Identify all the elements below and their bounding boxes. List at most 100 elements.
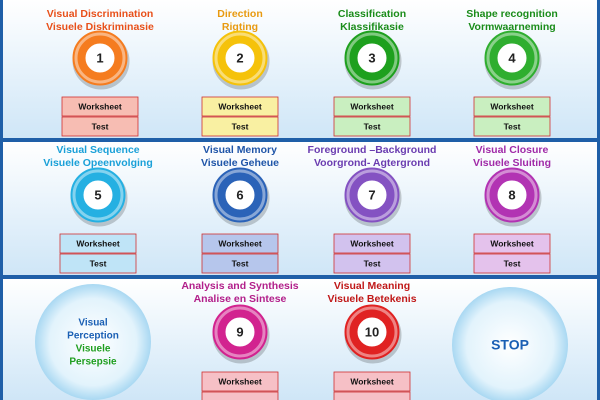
button-label[interactable]: Worksheet — [218, 376, 261, 386]
button-label[interactable]: Test — [504, 121, 521, 131]
ring[interactable] — [70, 167, 126, 223]
button[interactable] — [333, 96, 411, 117]
button[interactable] — [59, 233, 137, 254]
module-title: Rigting — [222, 21, 258, 33]
button[interactable] — [473, 116, 551, 137]
module-title: Visual Closure — [476, 144, 549, 156]
module-number: 10 — [365, 324, 379, 339]
button[interactable] — [201, 371, 279, 392]
home-text: Perception — [67, 331, 119, 342]
ring[interactable] — [484, 167, 540, 223]
module-title: Classification — [338, 8, 406, 20]
ring[interactable] — [212, 304, 268, 360]
button-label[interactable]: Worksheet — [218, 101, 261, 111]
module-number: 4 — [508, 50, 516, 65]
button[interactable] — [59, 253, 137, 274]
module-title: Analise en Sintese — [194, 293, 287, 305]
module-title: Foreground –Background — [308, 144, 437, 156]
module-title: Analysis and Synthesis — [181, 280, 298, 292]
ring-highlight — [214, 306, 266, 358]
home-button[interactable]: Visual Perception Visuele Persepsie — [35, 284, 151, 400]
ring-highlight — [74, 32, 126, 84]
button[interactable] — [473, 233, 551, 254]
button-label[interactable]: Worksheet — [350, 376, 393, 386]
module-number: 8 — [508, 187, 515, 202]
ring-highlight — [486, 32, 538, 84]
module-title: Visuele Geheue — [201, 157, 279, 169]
button[interactable] — [333, 253, 411, 274]
button[interactable] — [201, 391, 279, 400]
button-label[interactable]: Worksheet — [350, 238, 393, 248]
button[interactable] — [333, 116, 411, 137]
ring-highlight — [346, 169, 398, 221]
button[interactable] — [333, 233, 411, 254]
module-title: Visual Discrimination — [47, 8, 154, 20]
stop-label: STOP — [491, 337, 529, 353]
button-label[interactable]: Worksheet — [78, 101, 121, 111]
module-number: 5 — [94, 187, 101, 202]
button[interactable] — [201, 96, 279, 117]
button-label[interactable]: Test — [92, 121, 109, 131]
module-title: Vormwaarneming — [468, 21, 555, 33]
button[interactable] — [473, 253, 551, 274]
home-circle[interactable] — [35, 284, 151, 400]
module-title: Visuele Betekenis — [327, 293, 416, 305]
button-label[interactable]: Worksheet — [76, 238, 119, 248]
stop-button[interactable]: STOP — [452, 287, 568, 400]
ring-highlight — [72, 169, 124, 221]
ring[interactable] — [484, 30, 540, 86]
module-title: Klassifikasie — [340, 21, 404, 33]
module-title: Voorgrond- Agtergrond — [314, 157, 430, 169]
ring-highlight — [346, 306, 398, 358]
module-title: Visuele Diskriminasie — [46, 21, 154, 33]
ring-highlight — [486, 169, 538, 221]
button-label[interactable]: Worksheet — [490, 101, 533, 111]
ring-highlight — [214, 169, 266, 221]
module-title: Visual Sequence — [56, 144, 139, 156]
module-title: Direction — [217, 8, 263, 20]
ring[interactable] — [344, 30, 400, 86]
home-text: Persepsie — [69, 357, 117, 368]
ring-highlight — [214, 32, 266, 84]
button[interactable] — [333, 391, 411, 400]
button-label[interactable]: Worksheet — [490, 238, 533, 248]
module-number: 6 — [236, 187, 243, 202]
button-label[interactable]: Test — [232, 121, 249, 131]
stop-circle[interactable] — [452, 287, 568, 400]
button[interactable] — [61, 116, 139, 137]
button[interactable] — [201, 253, 279, 274]
button-label[interactable]: Worksheet — [218, 238, 261, 248]
button[interactable] — [201, 116, 279, 137]
ring[interactable] — [212, 167, 268, 223]
home-text: Visuele — [76, 344, 111, 355]
button[interactable] — [473, 96, 551, 117]
ring-highlight — [346, 32, 398, 84]
button[interactable] — [61, 96, 139, 117]
module-number: 9 — [236, 324, 243, 339]
button[interactable] — [333, 371, 411, 392]
button-label[interactable]: Worksheet — [350, 101, 393, 111]
ring[interactable] — [72, 30, 128, 86]
ring[interactable] — [344, 167, 400, 223]
button-label[interactable]: Test — [364, 258, 381, 268]
module-title: Visuele Opeenvolging — [43, 157, 153, 169]
module-title: Visual Meaning — [334, 280, 410, 292]
ring[interactable] — [344, 304, 400, 360]
button[interactable] — [201, 233, 279, 254]
button-label[interactable]: Test — [504, 258, 521, 268]
button-label[interactable]: Test — [90, 258, 107, 268]
button-label[interactable]: Test — [232, 258, 249, 268]
ring[interactable] — [212, 30, 268, 86]
home-text: Visual — [78, 318, 107, 329]
button-label[interactable]: Test — [364, 121, 381, 131]
